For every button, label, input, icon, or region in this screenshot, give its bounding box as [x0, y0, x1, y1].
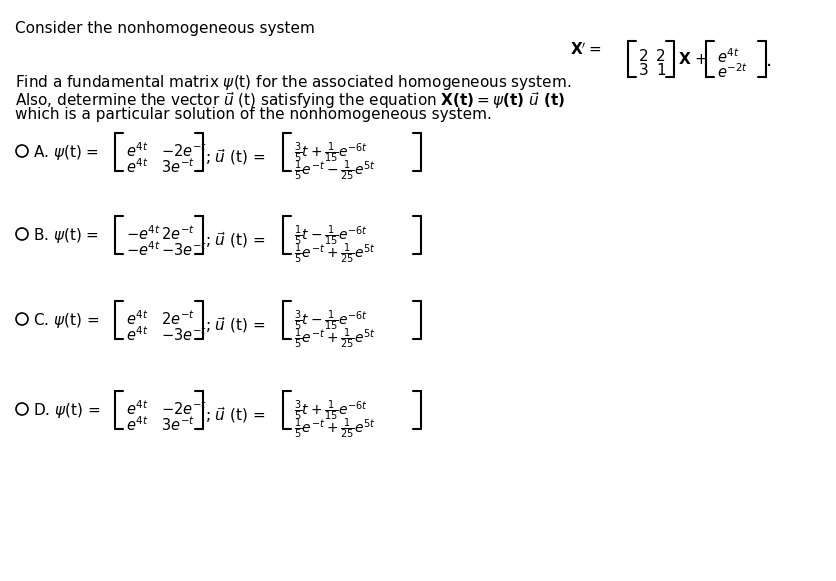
Text: Find a fundamental matrix $\psi$(t) for the associated homogeneous system.: Find a fundamental matrix $\psi$(t) for …: [15, 73, 571, 92]
Circle shape: [16, 145, 28, 157]
Text: C. $\psi$(t) =: C. $\psi$(t) =: [33, 311, 99, 330]
Text: $-2e^{-t}$: $-2e^{-t}$: [161, 141, 207, 160]
Text: $2e^{-t}$: $2e^{-t}$: [161, 309, 195, 328]
Text: $e^{4t}$: $e^{4t}$: [126, 325, 149, 344]
Text: ; $\vec{u}$ (t) =: ; $\vec{u}$ (t) =: [205, 315, 265, 335]
Text: Consider the nonhomogeneous system: Consider the nonhomogeneous system: [15, 21, 314, 36]
Text: $e^{4t}$: $e^{4t}$: [716, 47, 739, 66]
Text: 2: 2: [638, 49, 648, 64]
Circle shape: [16, 403, 28, 415]
Text: $-e^{4t}$: $-e^{4t}$: [126, 224, 161, 243]
Text: $\frac{1}{5}e^{-t} + \frac{1}{25}e^{5t}$: $\frac{1}{5}e^{-t} + \frac{1}{25}e^{5t}$: [293, 417, 375, 442]
Text: Also, determine the vector $\vec{u}$ (t) satisfying the equation $\mathbf{X(t)} : Also, determine the vector $\vec{u}$ (t)…: [15, 90, 564, 111]
Text: 3: 3: [638, 63, 648, 78]
Text: 1: 1: [655, 63, 665, 78]
Text: $e^{4t}$: $e^{4t}$: [126, 399, 149, 418]
Text: .: .: [765, 51, 772, 70]
Text: $e^{4t}$: $e^{4t}$: [126, 157, 149, 175]
Text: 2: 2: [655, 49, 665, 64]
Text: $\frac{1}{5}e^{-t} + \frac{1}{25}e^{5t}$: $\frac{1}{5}e^{-t} + \frac{1}{25}e^{5t}$: [293, 327, 375, 352]
Text: $\mathbf{X}$ +: $\mathbf{X}$ +: [677, 51, 707, 67]
Text: $e^{-2t}$: $e^{-2t}$: [716, 62, 747, 81]
Text: $-3e^{-t}$: $-3e^{-t}$: [161, 325, 207, 344]
Text: $-e^{4t}$: $-e^{4t}$: [126, 240, 161, 259]
Text: ; $\vec{u}$ (t) =: ; $\vec{u}$ (t) =: [205, 405, 265, 425]
Text: $\frac{1}{5}t - \frac{1}{15}e^{-6t}$: $\frac{1}{5}t - \frac{1}{15}e^{-6t}$: [293, 224, 368, 248]
Circle shape: [16, 313, 28, 325]
Text: $\frac{3}{5}t + \frac{1}{15}e^{-6t}$: $\frac{3}{5}t + \frac{1}{15}e^{-6t}$: [293, 141, 368, 166]
Text: $\frac{1}{5}e^{-t} - \frac{1}{25}e^{5t}$: $\frac{1}{5}e^{-t} - \frac{1}{25}e^{5t}$: [293, 159, 375, 184]
Text: A. $\psi$(t) =: A. $\psi$(t) =: [33, 143, 99, 162]
Text: $\frac{1}{5}e^{-t} + \frac{1}{25}e^{5t}$: $\frac{1}{5}e^{-t} + \frac{1}{25}e^{5t}$: [293, 242, 375, 266]
Text: $\frac{3}{5}t + \frac{1}{15}e^{-6t}$: $\frac{3}{5}t + \frac{1}{15}e^{-6t}$: [293, 399, 368, 424]
Text: $e^{4t}$: $e^{4t}$: [126, 415, 149, 433]
Text: $\frac{3}{5}t - \frac{1}{15}e^{-6t}$: $\frac{3}{5}t - \frac{1}{15}e^{-6t}$: [293, 309, 368, 333]
Text: $e^{4t}$: $e^{4t}$: [126, 309, 149, 328]
Text: $\mathbf{X'} =$: $\mathbf{X'} =$: [569, 41, 601, 58]
Text: which is a particular solution of the nonhomogeneous system.: which is a particular solution of the no…: [15, 107, 492, 122]
Text: D. $\psi$(t) =: D. $\psi$(t) =: [33, 401, 100, 420]
Text: $3e^{-t}$: $3e^{-t}$: [161, 157, 195, 175]
Text: ; $\vec{u}$ (t) =: ; $\vec{u}$ (t) =: [205, 230, 265, 250]
Text: $3e^{-t}$: $3e^{-t}$: [161, 415, 195, 433]
Circle shape: [16, 228, 28, 240]
Text: $e^{4t}$: $e^{4t}$: [126, 141, 149, 160]
Text: $-3e^{-t}$: $-3e^{-t}$: [161, 240, 207, 259]
Text: $2e^{-t}$: $2e^{-t}$: [161, 224, 195, 243]
Text: B. $\psi$(t) =: B. $\psi$(t) =: [33, 226, 99, 245]
Text: ; $\vec{u}$ (t) =: ; $\vec{u}$ (t) =: [205, 147, 265, 167]
Text: $-2e^{-t}$: $-2e^{-t}$: [161, 399, 207, 418]
